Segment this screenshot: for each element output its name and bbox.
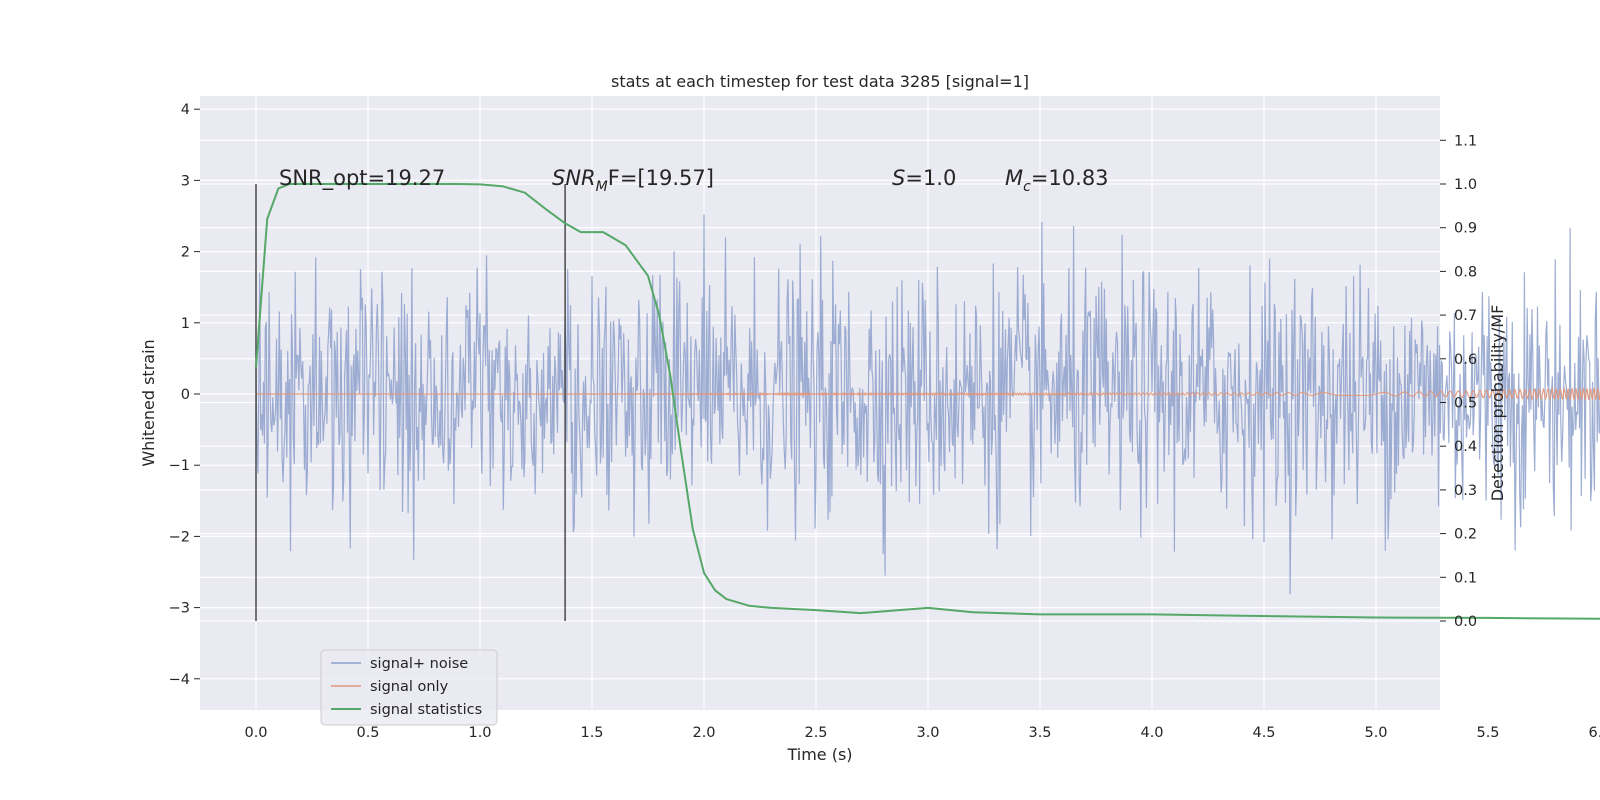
annotation-mc: Mc=10.83 <box>1005 166 1109 195</box>
y-right-tick-label: 0.5 <box>1454 396 1477 412</box>
y-right-tick-label: 1.0 <box>1454 177 1477 193</box>
y-right-tick-label: 0.3 <box>1454 483 1477 499</box>
signal-noise-series <box>255 214 1600 595</box>
signal-only-line <box>256 386 1600 402</box>
x-tick-label: 3.0 <box>916 725 939 741</box>
annotation-snr-mf-rest: F=[19.57] <box>608 166 714 190</box>
y-tick-label: 0 <box>181 387 190 403</box>
y-tick-label: −2 <box>169 529 190 545</box>
x-tick-label: 2.0 <box>692 725 715 741</box>
y-right-tick-label: 0.4 <box>1454 439 1477 455</box>
y-tick-label: 2 <box>181 245 190 261</box>
signal-statistics-series <box>255 183 1600 620</box>
y-right-tick-label: 0.8 <box>1454 264 1477 280</box>
vertical-markers <box>255 184 566 621</box>
legend-label-signal-statistics: signal statistics <box>370 702 482 718</box>
x-tick-label: 2.5 <box>804 725 827 741</box>
x-tick-label: 1.0 <box>468 725 491 741</box>
y-tick-label: −3 <box>169 601 190 617</box>
y-tick-label: −1 <box>169 458 190 474</box>
legend-label-signal-noise: signal+ noise <box>370 656 468 672</box>
x-axis-label: Time (s) <box>786 745 852 764</box>
x-tick-label: 4.5 <box>1252 725 1275 741</box>
legend-label-signal-only: signal only <box>370 679 449 695</box>
x-tick-label: 1.5 <box>580 725 603 741</box>
signal-noise-line <box>255 214 1600 595</box>
y-right-tick-label: 1.1 <box>1454 133 1477 149</box>
annotation-mc-rest: =10.83 <box>1031 166 1109 190</box>
y-right-tick-labels: 1.1 1.0 0.9 0.8 0.7 0.6 0.5 0.4 0.3 0.2 0.1 0.0 <box>1440 133 1477 630</box>
x-tick-label: 0.0 <box>244 725 267 741</box>
y-tick-label: 3 <box>181 173 190 189</box>
annotation-snr-mf: SNRMF=[19.57] <box>552 166 714 195</box>
y-tick-labels: 4 3 2 1 0 −1 −2 −3 −4 <box>169 102 200 688</box>
y-right-tick-label: 0.7 <box>1454 308 1477 324</box>
annotation-snr-opt: SNR_opt=19.27 <box>279 166 445 191</box>
y-axis-label: Whitened strain <box>139 339 158 466</box>
y-tick-label: 1 <box>181 316 190 332</box>
y-right-tick-label: 0.1 <box>1454 570 1477 586</box>
x-tick-label: 3.5 <box>1028 725 1051 741</box>
x-tick-label: 6.0 <box>1588 725 1600 741</box>
y-right-tick-label: 0.9 <box>1454 221 1477 237</box>
x-tick-label: 0.5 <box>356 725 379 741</box>
annotation-mc-sub: c <box>1023 179 1031 195</box>
legend: signal+ noise signal only signal statist… <box>320 649 498 726</box>
signal-only-series <box>256 386 1600 402</box>
x-tick-label: 5.5 <box>1476 725 1499 741</box>
x-tick-label: 5.0 <box>1364 725 1387 741</box>
annotation-s-main: S <box>892 166 905 190</box>
annotation-mc-main: M <box>1005 166 1023 190</box>
y-right-tick-label: 0.6 <box>1454 352 1477 368</box>
y-tick-label: −4 <box>169 672 190 688</box>
y-tick-label: 4 <box>181 102 190 118</box>
legend-box <box>320 649 498 726</box>
signal-statistics-line <box>255 183 1600 620</box>
x-tick-labels: 0.00.51.01.52.02.53.03.54.04.55.05.56.06… <box>244 725 1600 741</box>
annotation-snr-mf-sub: M <box>596 179 608 195</box>
chart-title: stats at each timestep for test data 328… <box>611 72 1029 91</box>
annotation-s: S=1.0 <box>892 166 956 190</box>
y-right-tick-label: 0.2 <box>1454 527 1477 543</box>
y-right-axis-label: Detection probability/MF <box>1488 305 1507 502</box>
x-tick-label: 4.0 <box>1140 725 1163 741</box>
annotation-snr-mf-main: SNR <box>552 166 596 190</box>
annotation-s-rest: =1.0 <box>905 166 956 190</box>
y-right-tick-label: 0.0 <box>1454 614 1477 630</box>
